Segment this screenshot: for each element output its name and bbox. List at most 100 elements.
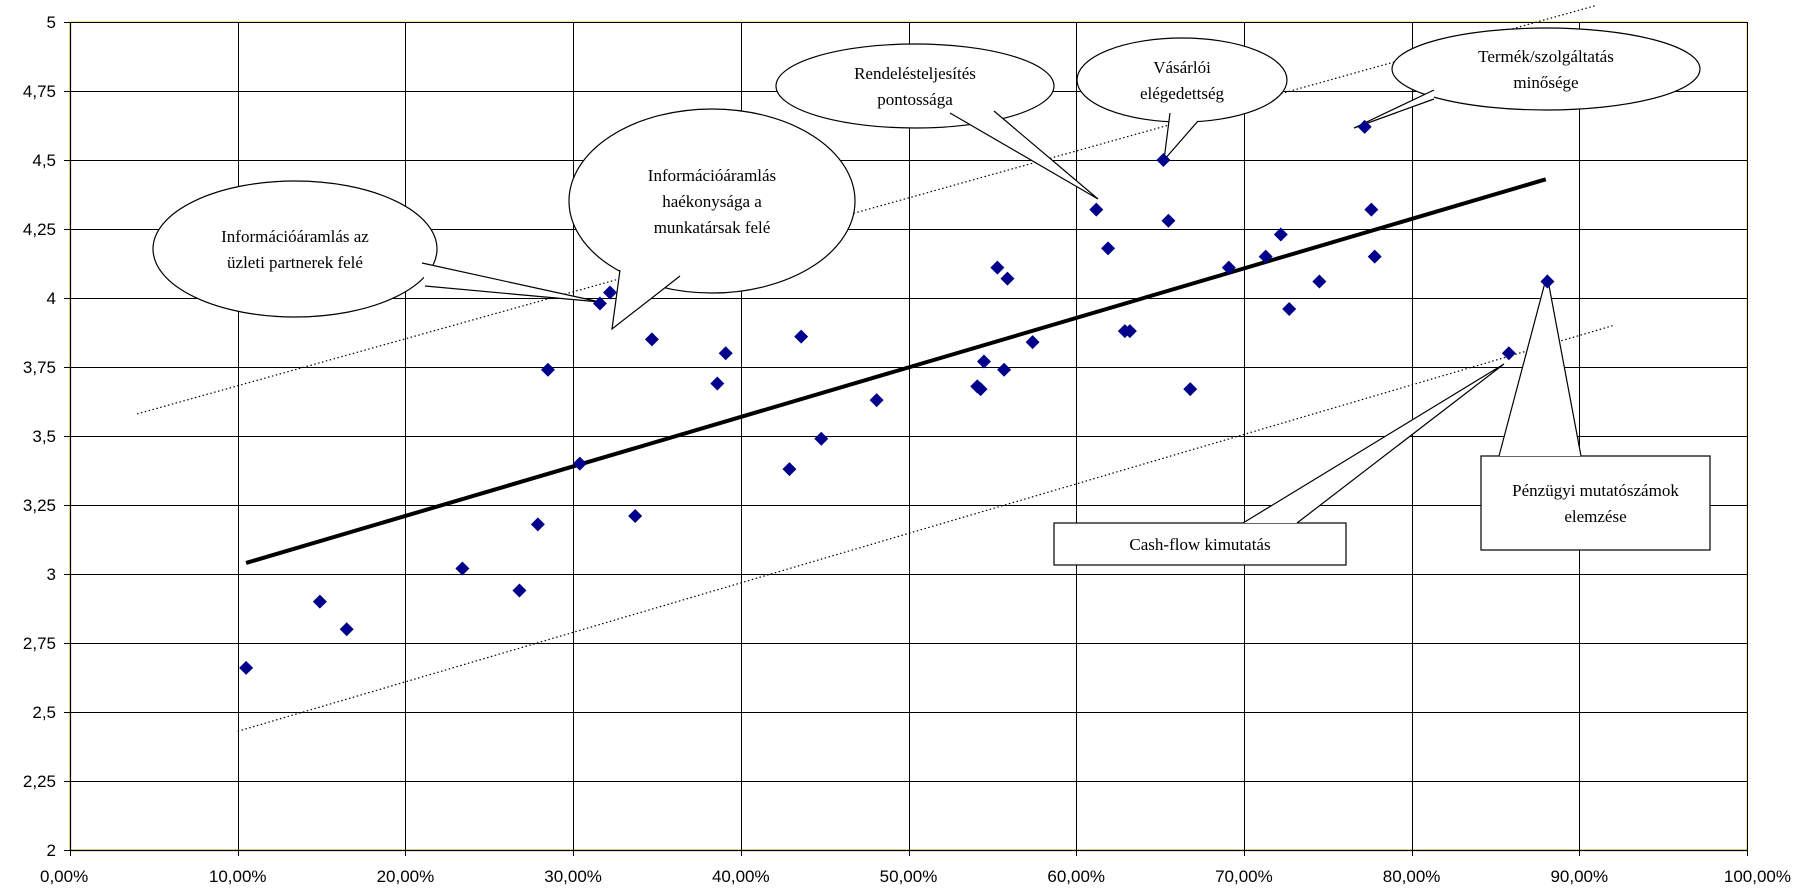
x-tick-label: 70,00% <box>1215 867 1273 886</box>
callout-pointer <box>949 110 1099 200</box>
trend-line <box>245 177 1547 565</box>
data-point <box>869 393 884 408</box>
data-point <box>1501 346 1516 361</box>
data-point <box>1183 382 1198 397</box>
x-tick-label: 0,00% <box>40 867 88 886</box>
data-point <box>1364 202 1379 217</box>
data-point <box>794 329 809 344</box>
callout-label: Rendelésteljesítés <box>854 64 976 83</box>
x-tick-label: 10,00% <box>209 867 267 886</box>
callout-bubble <box>568 108 856 294</box>
data-point <box>512 583 527 598</box>
confidence-band-line <box>237 325 1614 732</box>
data-point <box>1025 335 1040 350</box>
y-tick-label: 2,25 <box>23 772 56 791</box>
data-point <box>1161 213 1176 228</box>
callout-label: Információáramlás az <box>221 227 369 246</box>
data-point <box>239 660 254 675</box>
y-tick-label: 4,5 <box>32 151 56 170</box>
data-point <box>1000 271 1015 286</box>
callout-product-quality: Termék/szolgáltatás minősége <box>1353 27 1701 129</box>
y-tick-label: 3,75 <box>23 358 56 377</box>
y-tick-label: 4,75 <box>23 82 56 101</box>
x-tick-label: 20,00% <box>377 867 435 886</box>
data-point <box>339 622 354 637</box>
callout-pointer-fill <box>1164 113 1198 160</box>
callout-order-accuracy: Rendelésteljesítés pontossága <box>775 43 1099 200</box>
y-tick-label: 3,25 <box>23 496 56 515</box>
callout-pointer <box>611 269 681 331</box>
data-point <box>1282 302 1297 317</box>
x-tick-label: 80,00% <box>1383 867 1441 886</box>
y-tick-label: 2,75 <box>23 634 56 653</box>
data-point <box>1221 260 1236 275</box>
callout-label: Pénzügyi mutatószámok <box>1512 481 1679 500</box>
callout-label: minősége <box>1513 73 1578 92</box>
callout-bubble <box>1391 27 1701 111</box>
y-axis-tick-labels: 2 2,25 2,5 2,75 3 3,25 3,5 3,75 4 4,25 4,5 4,75 5 <box>23 13 56 860</box>
data-point <box>1258 249 1273 264</box>
callout-pointer-fill <box>1499 275 1581 456</box>
callout-info-partners: Információáramlás az üzleti partnerek fel… <box>152 180 601 318</box>
callout-info-staff: Információáramlás haékonysága a munkatársa… <box>568 108 856 331</box>
data-point <box>1089 202 1104 217</box>
data-point <box>718 346 733 361</box>
y-tick-label: 2,5 <box>32 703 56 722</box>
data-point <box>602 285 617 300</box>
x-tick-label: 50,00% <box>880 867 938 886</box>
data-point <box>1312 274 1327 289</box>
data-point <box>628 509 643 524</box>
y-tick-label: 5 <box>47 13 56 32</box>
callout-bubble <box>1076 37 1288 123</box>
callout-label: Információáramlás <box>648 166 776 185</box>
data-point <box>1367 249 1382 264</box>
callout-label: elemzése <box>1564 507 1626 526</box>
trend-lines <box>136 4 1614 732</box>
x-axis-tick-labels: 0,00% 10,00% 20,00% 30,00% 40,00% 50,00% 60,00… <box>40 867 1791 886</box>
callout-customer-satisfaction: Vásárlói elégedettség <box>1076 37 1288 162</box>
x-tick-label: 40,00% <box>712 867 770 886</box>
data-point <box>1122 324 1137 339</box>
data-point <box>1101 241 1116 256</box>
data-point <box>1156 153 1171 167</box>
callout-label: Cash-flow kimutatás <box>1129 535 1270 554</box>
callout-label: elégedettség <box>1140 84 1225 103</box>
data-point <box>976 354 991 369</box>
callout-bubble <box>152 180 438 318</box>
callout-box <box>1480 455 1711 551</box>
data-point <box>990 260 1005 275</box>
data-point <box>644 332 659 347</box>
callout-box <box>1053 522 1347 566</box>
callouts: Információáramlás az üzleti partnerek fel… <box>152 27 1711 566</box>
data-point <box>592 296 607 311</box>
callout-bubble <box>775 43 1055 129</box>
callout-pointer-fill <box>612 270 680 329</box>
callout-label: munkatársak felé <box>654 218 771 237</box>
x-tick-label: 30,00% <box>544 867 602 886</box>
callout-label: üzleti partnerek felé <box>227 253 363 272</box>
data-point <box>1540 274 1555 289</box>
y-tick-label: 3 <box>47 565 56 584</box>
callout-label: Termék/szolgáltatás <box>1478 47 1614 66</box>
confidence-band-line <box>136 4 1597 415</box>
data-point <box>997 362 1012 377</box>
data-point <box>530 517 545 532</box>
y-tick-label: 4 <box>47 289 56 308</box>
data-point <box>540 362 555 377</box>
callout-financial-ratios: Pénzügyi mutatószámok elemzése <box>1480 274 1711 551</box>
callout-label: Vásárlói <box>1153 58 1211 77</box>
data-point <box>782 462 797 477</box>
data-point <box>312 594 327 609</box>
data-point <box>973 382 988 397</box>
data-points <box>239 119 1555 675</box>
x-tick-label: 60,00% <box>1047 867 1105 886</box>
data-point <box>814 431 829 446</box>
data-point <box>455 561 470 576</box>
x-tick-label: 90,00% <box>1550 867 1608 886</box>
data-point <box>1273 227 1288 242</box>
x-tick-label: 100,00% <box>1724 867 1791 886</box>
callout-pointer <box>1242 363 1505 524</box>
callout-label: haékonysága a <box>662 192 762 211</box>
callout-pointer <box>1353 89 1435 129</box>
data-point <box>572 456 587 471</box>
